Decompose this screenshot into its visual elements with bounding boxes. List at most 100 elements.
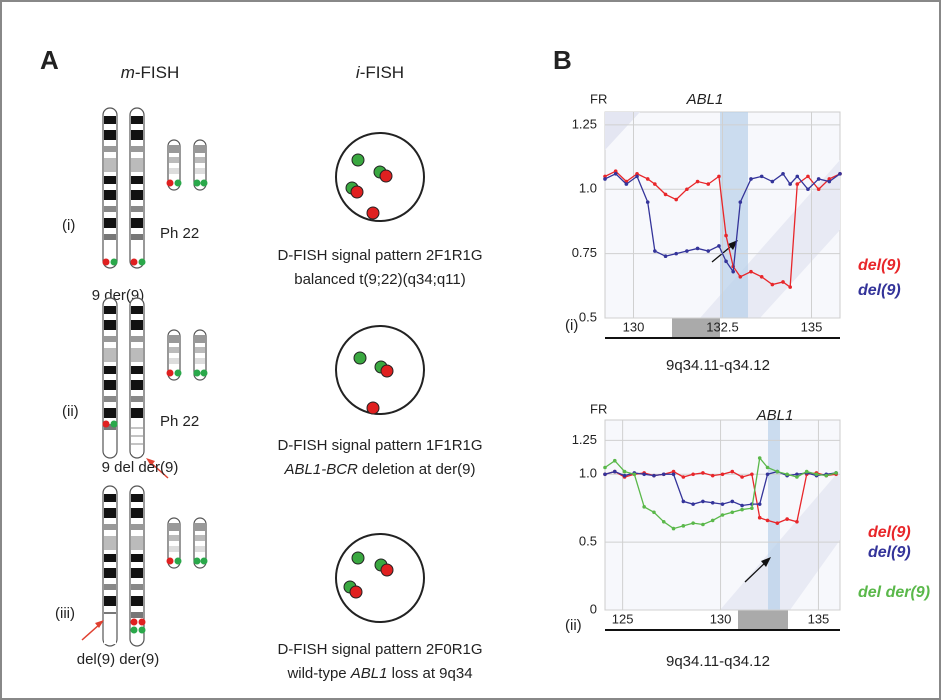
data-point: [757, 502, 762, 506]
data-point: [603, 177, 607, 181]
data-point: [685, 249, 689, 253]
data-point: [691, 472, 695, 477]
data-point: [806, 174, 810, 179]
data-point: [612, 469, 617, 474]
data-point: [695, 179, 700, 184]
y-tick-label: 0: [590, 601, 597, 616]
legend-entry: del(9): [858, 257, 901, 274]
data-point: [730, 510, 735, 515]
data-point: [642, 472, 646, 477]
data-point: [788, 285, 792, 289]
desc-part: loss at 9q34: [388, 665, 473, 682]
chromosomes: [102, 107, 208, 269]
header-part: i: [356, 63, 361, 82]
y-tick-label: 0.5: [579, 309, 597, 324]
column-header: i-FISH: [356, 63, 404, 82]
data-point: [632, 472, 637, 477]
x-tick-label: 125: [612, 611, 634, 626]
data-point: [785, 517, 789, 521]
data-point: [695, 246, 700, 251]
data-point: [724, 233, 728, 238]
data-point: [603, 472, 607, 477]
annotation: ABL1: [756, 407, 794, 424]
data-point: [624, 182, 629, 186]
data-point: [674, 197, 679, 202]
data-point: [652, 473, 656, 478]
data-point: [757, 456, 762, 460]
data-point: [603, 465, 607, 470]
header-part: -FISH: [135, 63, 179, 82]
chromosome-label: Ph 22: [160, 225, 199, 242]
data-point: [770, 179, 775, 184]
data-point: [701, 499, 705, 504]
data-point: [653, 249, 657, 253]
panel-sublabel: (i): [565, 317, 578, 334]
chromosome-label: 9 del der(9): [102, 459, 179, 476]
data-point: [750, 472, 754, 477]
y-axis-label: FR: [590, 401, 607, 416]
data-point: [738, 200, 743, 204]
legend-entry: del(9): [868, 524, 911, 541]
data-point: [759, 275, 764, 279]
data-point: [671, 526, 676, 531]
data-point: [720, 513, 725, 517]
data-point: [750, 506, 754, 511]
data-point: [740, 503, 744, 508]
data-point: [706, 249, 711, 253]
data-point: [749, 269, 753, 274]
data-point: [612, 458, 617, 463]
nucleus: [335, 132, 425, 222]
panel-label: A: [40, 45, 59, 75]
chromosome-label: Ph 22: [160, 413, 199, 430]
data-point: [795, 472, 799, 477]
desc-part: deletion at der(9): [358, 461, 476, 478]
header-part: -FISH: [360, 63, 404, 82]
data-point: [622, 473, 627, 478]
data-point: [710, 473, 715, 478]
data-point: [775, 469, 780, 474]
data-point: [642, 505, 646, 509]
data-point: [806, 187, 810, 192]
y-tick-label: 1.0: [579, 181, 597, 196]
y-tick-label: 1.0: [579, 466, 597, 481]
data-point: [720, 502, 725, 506]
data-point: [645, 177, 650, 181]
pattern-text: D-FISH signal pattern 1F1R1G: [277, 437, 482, 454]
desc-part: balanced t(9;22)(q34;q11): [294, 271, 466, 288]
data-point: [645, 200, 650, 204]
data-point: [740, 507, 744, 512]
data-point: [730, 499, 735, 504]
chromosome-label: del(9) der(9): [77, 651, 160, 668]
data-point: [731, 269, 735, 274]
data-point: [795, 519, 799, 524]
legend-entry: del(9): [858, 282, 901, 299]
data-point: [613, 169, 618, 174]
data-point: [749, 177, 753, 181]
data-point: [635, 174, 639, 179]
x-tick-label: 130: [623, 319, 645, 334]
data-point: [603, 174, 607, 179]
pattern-text: D-FISH signal pattern 2F0R1G: [277, 641, 482, 658]
annotation: ABL1: [686, 91, 724, 108]
data-point: [653, 182, 657, 186]
pattern-desc: balanced t(9;22)(q34;q11): [294, 271, 466, 288]
data-point: [710, 500, 715, 505]
data-point: [622, 469, 627, 474]
y-tick-label: 1.25: [572, 432, 597, 447]
data-point: [681, 499, 686, 504]
nucleus: [335, 325, 425, 415]
data-point: [681, 524, 686, 528]
data-point: [681, 475, 686, 479]
chromosomes: [102, 297, 208, 479]
row-label: (iii): [55, 605, 75, 622]
legend-entry: del(9): [868, 544, 911, 561]
x-tick-label: 132.5: [706, 319, 739, 334]
header-part: m: [121, 63, 135, 82]
data-point: [706, 182, 711, 186]
data-point: [816, 187, 821, 192]
data-point: [710, 518, 715, 523]
data-point: [785, 472, 789, 477]
x-axis-label: 9q34.11-q34.12: [666, 653, 770, 670]
data-point: [663, 254, 668, 258]
